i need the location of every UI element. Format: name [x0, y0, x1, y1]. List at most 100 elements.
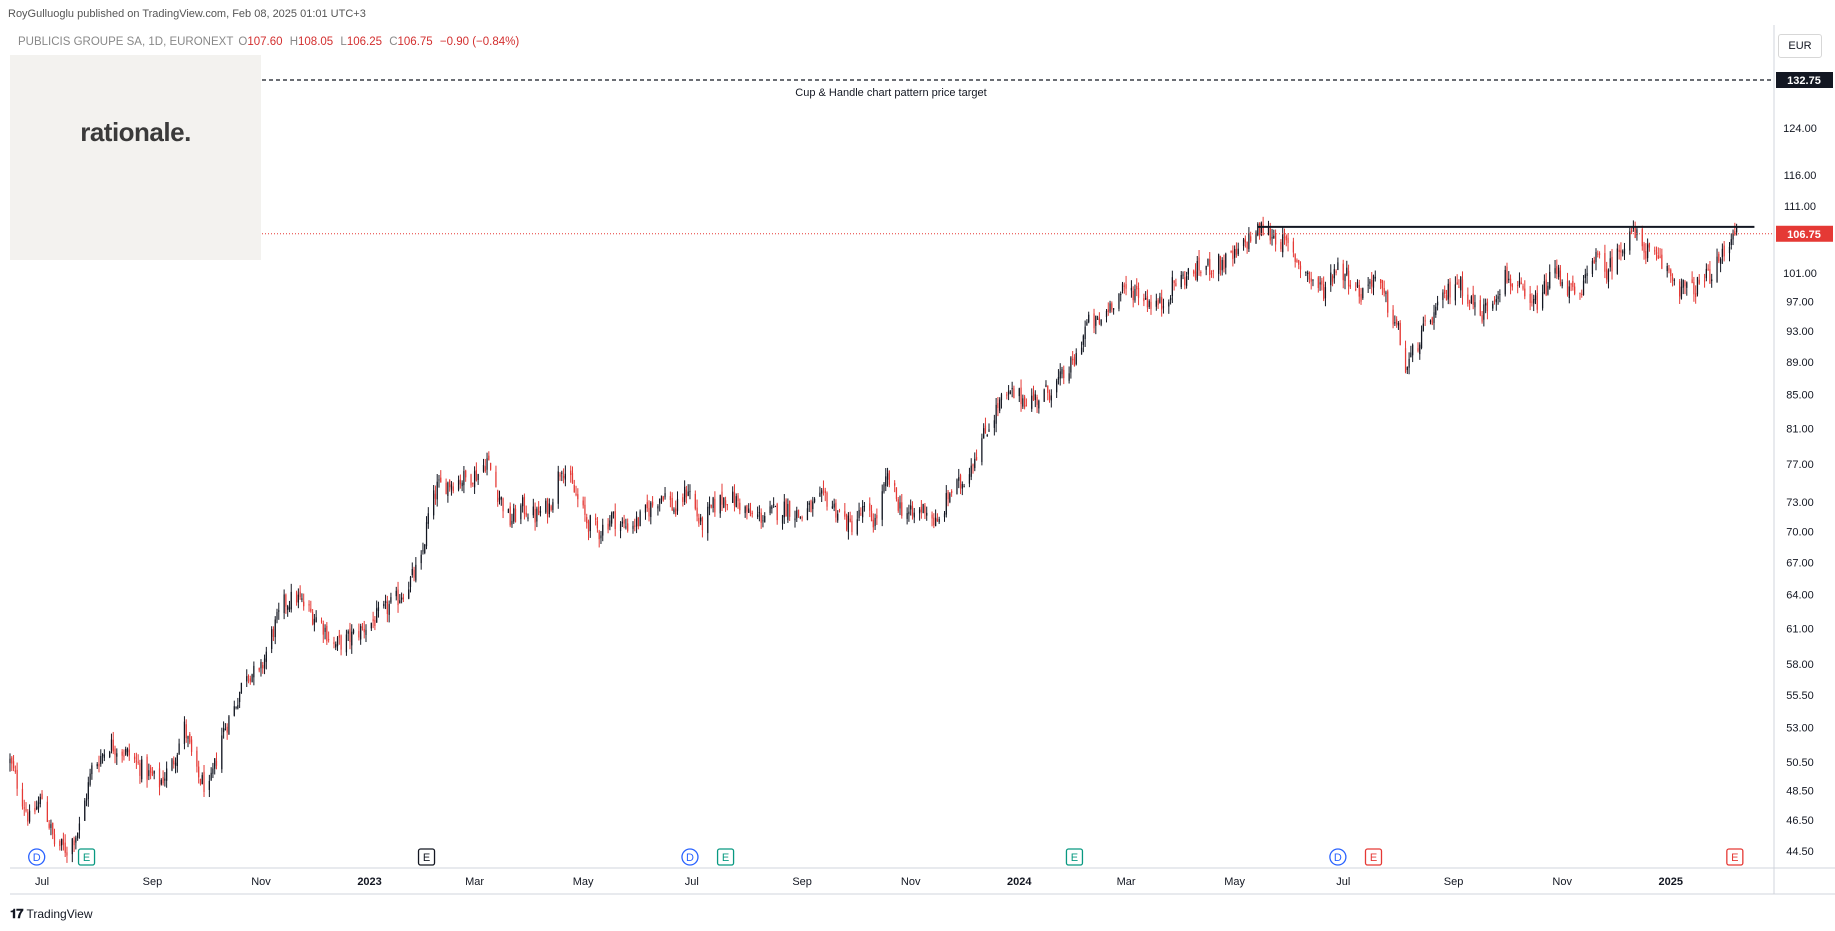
candle-body — [46, 801, 49, 823]
candle-body — [128, 749, 130, 756]
earnings-marker — [1065, 848, 1084, 866]
candle-body — [48, 823, 50, 828]
candle-body — [436, 481, 438, 500]
candle-body — [1209, 259, 1211, 275]
candle-body — [1258, 223, 1261, 236]
candle-body — [1593, 260, 1595, 264]
currency-button[interactable]: EUR — [1778, 34, 1822, 58]
candle-body — [53, 834, 56, 845]
candle-body — [876, 515, 878, 519]
candle-body — [1031, 395, 1033, 409]
candle-body — [1671, 277, 1674, 281]
candle-body — [589, 515, 591, 532]
candle-body — [1100, 319, 1102, 325]
candle-body — [769, 506, 771, 514]
candle-body — [135, 760, 138, 762]
candle-body — [961, 484, 963, 489]
candle-body — [1693, 282, 1695, 295]
candle-body — [1187, 268, 1189, 275]
candle-body — [91, 765, 93, 775]
candle-body — [1686, 282, 1688, 288]
x-tick-label: May — [573, 876, 594, 888]
low-value: 106.25 — [346, 36, 382, 48]
candle-body — [660, 495, 663, 500]
candle-body — [545, 500, 547, 513]
candle-body — [352, 630, 355, 634]
candle-body — [1020, 387, 1022, 404]
candle-body — [1107, 309, 1109, 312]
candle-body — [1006, 394, 1008, 396]
candle-body — [388, 604, 390, 615]
candle-body — [1604, 253, 1606, 272]
candle-body — [1331, 276, 1334, 282]
symbol-name[interactable]: PUBLICIS GROUPE SA, 1D, EURONEXT — [18, 36, 234, 48]
candle-body — [936, 518, 939, 522]
candle-body — [260, 662, 262, 669]
candle-body — [137, 761, 139, 763]
candle-body — [461, 482, 463, 487]
candle-body — [340, 635, 342, 650]
candle-body — [676, 498, 679, 512]
candle-body — [377, 607, 380, 611]
candle-body — [203, 771, 205, 793]
candle-body — [39, 796, 41, 804]
target-annotation-label[interactable]: Cup & Handle chart pattern price target — [795, 87, 986, 99]
candle-body — [222, 728, 225, 733]
candle-body — [183, 721, 186, 744]
candle-body — [27, 812, 29, 822]
candle-body — [1048, 392, 1051, 400]
event-marker-label: E — [1370, 852, 1377, 864]
candle-body — [931, 514, 933, 519]
candle-body — [1492, 303, 1494, 309]
candle-body — [974, 458, 976, 469]
candle-body — [351, 631, 353, 646]
candle-body — [1319, 282, 1321, 285]
candle-body — [548, 503, 550, 515]
candle-body — [1047, 385, 1049, 393]
candle-body — [1080, 347, 1083, 355]
x-tick-label: Sep — [143, 876, 163, 888]
candle-body — [1559, 270, 1562, 285]
candle-body — [41, 793, 43, 800]
candle-body — [646, 502, 648, 509]
candle-body — [62, 839, 65, 845]
candle-body — [258, 668, 260, 671]
candle-body — [71, 838, 73, 855]
candle-body — [1255, 232, 1257, 244]
candle-body — [1584, 274, 1586, 279]
candle-body — [933, 517, 935, 526]
candle-body — [1470, 296, 1473, 304]
candle-body — [1734, 231, 1736, 235]
candle-body — [459, 479, 461, 485]
candle-body — [582, 500, 584, 506]
candle-body — [1506, 266, 1508, 283]
y-tick-label: 67.00 — [1786, 557, 1814, 569]
x-tick-label: Jul — [1336, 876, 1350, 888]
x-tick-label: Sep — [1444, 876, 1464, 888]
candle-body — [1132, 290, 1134, 301]
candle-body — [1381, 279, 1384, 289]
event-marker-label: D — [33, 852, 41, 864]
x-tick-label: Jul — [685, 876, 699, 888]
candle-body — [756, 514, 759, 517]
candle-body — [295, 592, 298, 603]
candle-body — [1682, 279, 1684, 288]
candle-body — [609, 520, 611, 527]
candle-body — [278, 610, 280, 612]
candle-body — [564, 473, 566, 480]
candle-body — [1433, 312, 1435, 323]
tradingview-footer[interactable]: 𝟏𝟕 TradingView — [10, 906, 93, 922]
candle-body — [1509, 278, 1512, 287]
candle-body — [1716, 256, 1718, 282]
candle-body — [1063, 369, 1065, 379]
candle-body — [700, 517, 702, 522]
candle-body — [1723, 245, 1725, 257]
candle-body — [1323, 284, 1325, 300]
candle-body — [103, 754, 105, 758]
candle-body — [650, 502, 652, 518]
candle-body — [762, 520, 764, 522]
candle-body — [975, 457, 978, 461]
candle-body — [922, 503, 924, 514]
candle-body — [813, 498, 816, 502]
